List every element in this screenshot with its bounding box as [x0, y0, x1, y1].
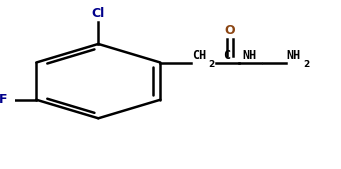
Text: CH: CH [192, 49, 206, 62]
Text: NH: NH [243, 49, 257, 62]
Text: NH: NH [286, 49, 301, 62]
Text: 2: 2 [303, 60, 310, 69]
Text: Cl: Cl [92, 7, 105, 20]
Text: C: C [224, 49, 231, 62]
Text: F: F [0, 93, 7, 106]
Text: 2: 2 [209, 60, 215, 69]
Text: O: O [225, 24, 235, 37]
